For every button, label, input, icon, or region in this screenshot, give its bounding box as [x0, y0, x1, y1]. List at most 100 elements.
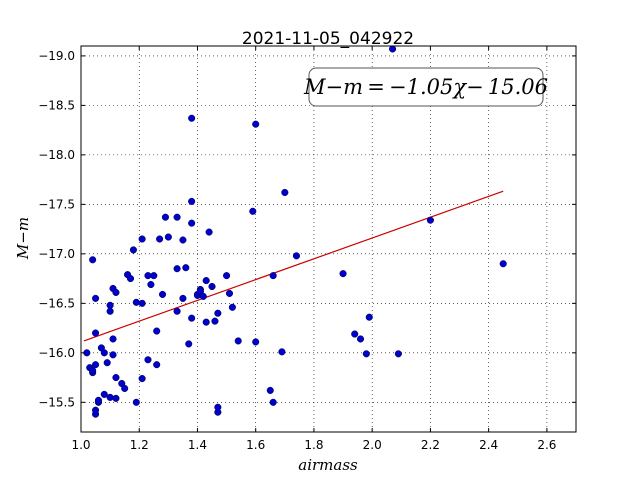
data-point [202, 277, 210, 285]
data-point [234, 337, 242, 345]
data-point [188, 197, 196, 205]
data-point [223, 272, 231, 280]
x-tick-label: 1.6 [246, 438, 265, 452]
data-point [92, 294, 100, 302]
data-point [252, 120, 260, 128]
data-point [126, 275, 135, 283]
data-point [106, 301, 114, 309]
data-point [266, 386, 274, 394]
data-point [365, 313, 373, 321]
data-point [129, 246, 137, 254]
y-tick-label: −18.0 [38, 148, 75, 162]
data-point [188, 114, 196, 122]
data-point [89, 256, 97, 264]
x-tick-label: 1.8 [304, 438, 323, 452]
data-point [182, 264, 190, 272]
data-point [278, 348, 286, 356]
data-point [89, 367, 97, 375]
data-point [356, 335, 365, 343]
data-point [164, 233, 172, 241]
x-tick-label: 2.6 [537, 438, 556, 452]
data-point [112, 394, 120, 402]
plot-frame [80, 45, 577, 433]
data-point [132, 398, 140, 406]
data-point [351, 330, 359, 338]
data-point [202, 318, 210, 326]
axes: 1.0 1.2 1.4 1.6 1.8 2.0 2.2 2.4 2.6 −15.5 −16.0 −16… [38, 45, 577, 452]
data-point [252, 338, 260, 346]
data-point [121, 384, 129, 393]
data-point [339, 270, 347, 278]
data-point [199, 292, 207, 300]
fit-line-group [83, 190, 504, 342]
data-point [179, 294, 187, 302]
data-point [205, 228, 213, 236]
x-axis-label: airmass [298, 456, 358, 474]
data-point [106, 307, 114, 315]
data-point [185, 340, 193, 348]
data-point [362, 350, 370, 358]
data-points [83, 45, 507, 418]
data-point [150, 272, 158, 280]
data-point [179, 236, 187, 244]
data-point [106, 393, 114, 401]
y-tick-label: −17.5 [38, 197, 75, 211]
data-point [173, 213, 181, 221]
data-point [153, 361, 161, 369]
data-point [214, 403, 222, 411]
data-point [153, 327, 161, 335]
y-tick-label: −15.5 [38, 395, 75, 409]
data-point [188, 314, 196, 322]
x-tick-label: 1.4 [188, 438, 207, 452]
x-tick-label: 2.4 [479, 438, 498, 452]
x-tick-label: 1.2 [130, 438, 149, 452]
data-point [426, 216, 434, 224]
data-point [92, 361, 100, 369]
data-point [132, 298, 140, 306]
data-point [173, 265, 181, 273]
annotation-box [308, 67, 544, 107]
data-point [92, 329, 100, 337]
data-point [161, 213, 169, 221]
y-tick-label: −19.0 [38, 49, 75, 63]
data-point [225, 289, 234, 297]
data-point [211, 317, 219, 325]
data-point [173, 307, 181, 315]
x-tick-label: 2.0 [363, 438, 382, 452]
y-tick-label: −17.0 [38, 247, 75, 261]
data-point [138, 299, 146, 307]
data-point [138, 375, 146, 383]
data-point [269, 398, 277, 406]
data-point [94, 396, 103, 404]
fit-line [83, 190, 504, 342]
data-point [100, 390, 108, 398]
data-point [112, 288, 120, 296]
x-tick-label: 1.0 [71, 438, 90, 452]
y-tick-label: −18.5 [38, 98, 75, 112]
data-point [389, 45, 397, 53]
y-axis-label: M−m [14, 217, 32, 260]
data-point [188, 219, 196, 227]
data-point [208, 282, 216, 291]
data-point [281, 188, 289, 197]
data-point [103, 359, 111, 367]
data-point [228, 303, 236, 311]
data-point [292, 252, 301, 260]
data-point [147, 280, 155, 289]
data-point [156, 235, 164, 243]
data-point [499, 260, 507, 268]
data-point [158, 290, 167, 298]
data-point [394, 350, 402, 358]
data-point [269, 272, 277, 280]
annotation-text: M−m = −1.05χ− 15.06 [303, 75, 548, 99]
y-tick-label: −16.0 [38, 346, 75, 360]
data-point [92, 406, 100, 414]
data-point [138, 235, 146, 243]
x-tick-label: 2.2 [421, 438, 440, 452]
equation-annotation: M−m = −1.05χ− 15.06 [303, 67, 548, 107]
y-tick-label: −16.5 [38, 296, 75, 310]
data-point [109, 351, 117, 359]
chart-title: 2021-11-05_042922 [242, 29, 414, 49]
